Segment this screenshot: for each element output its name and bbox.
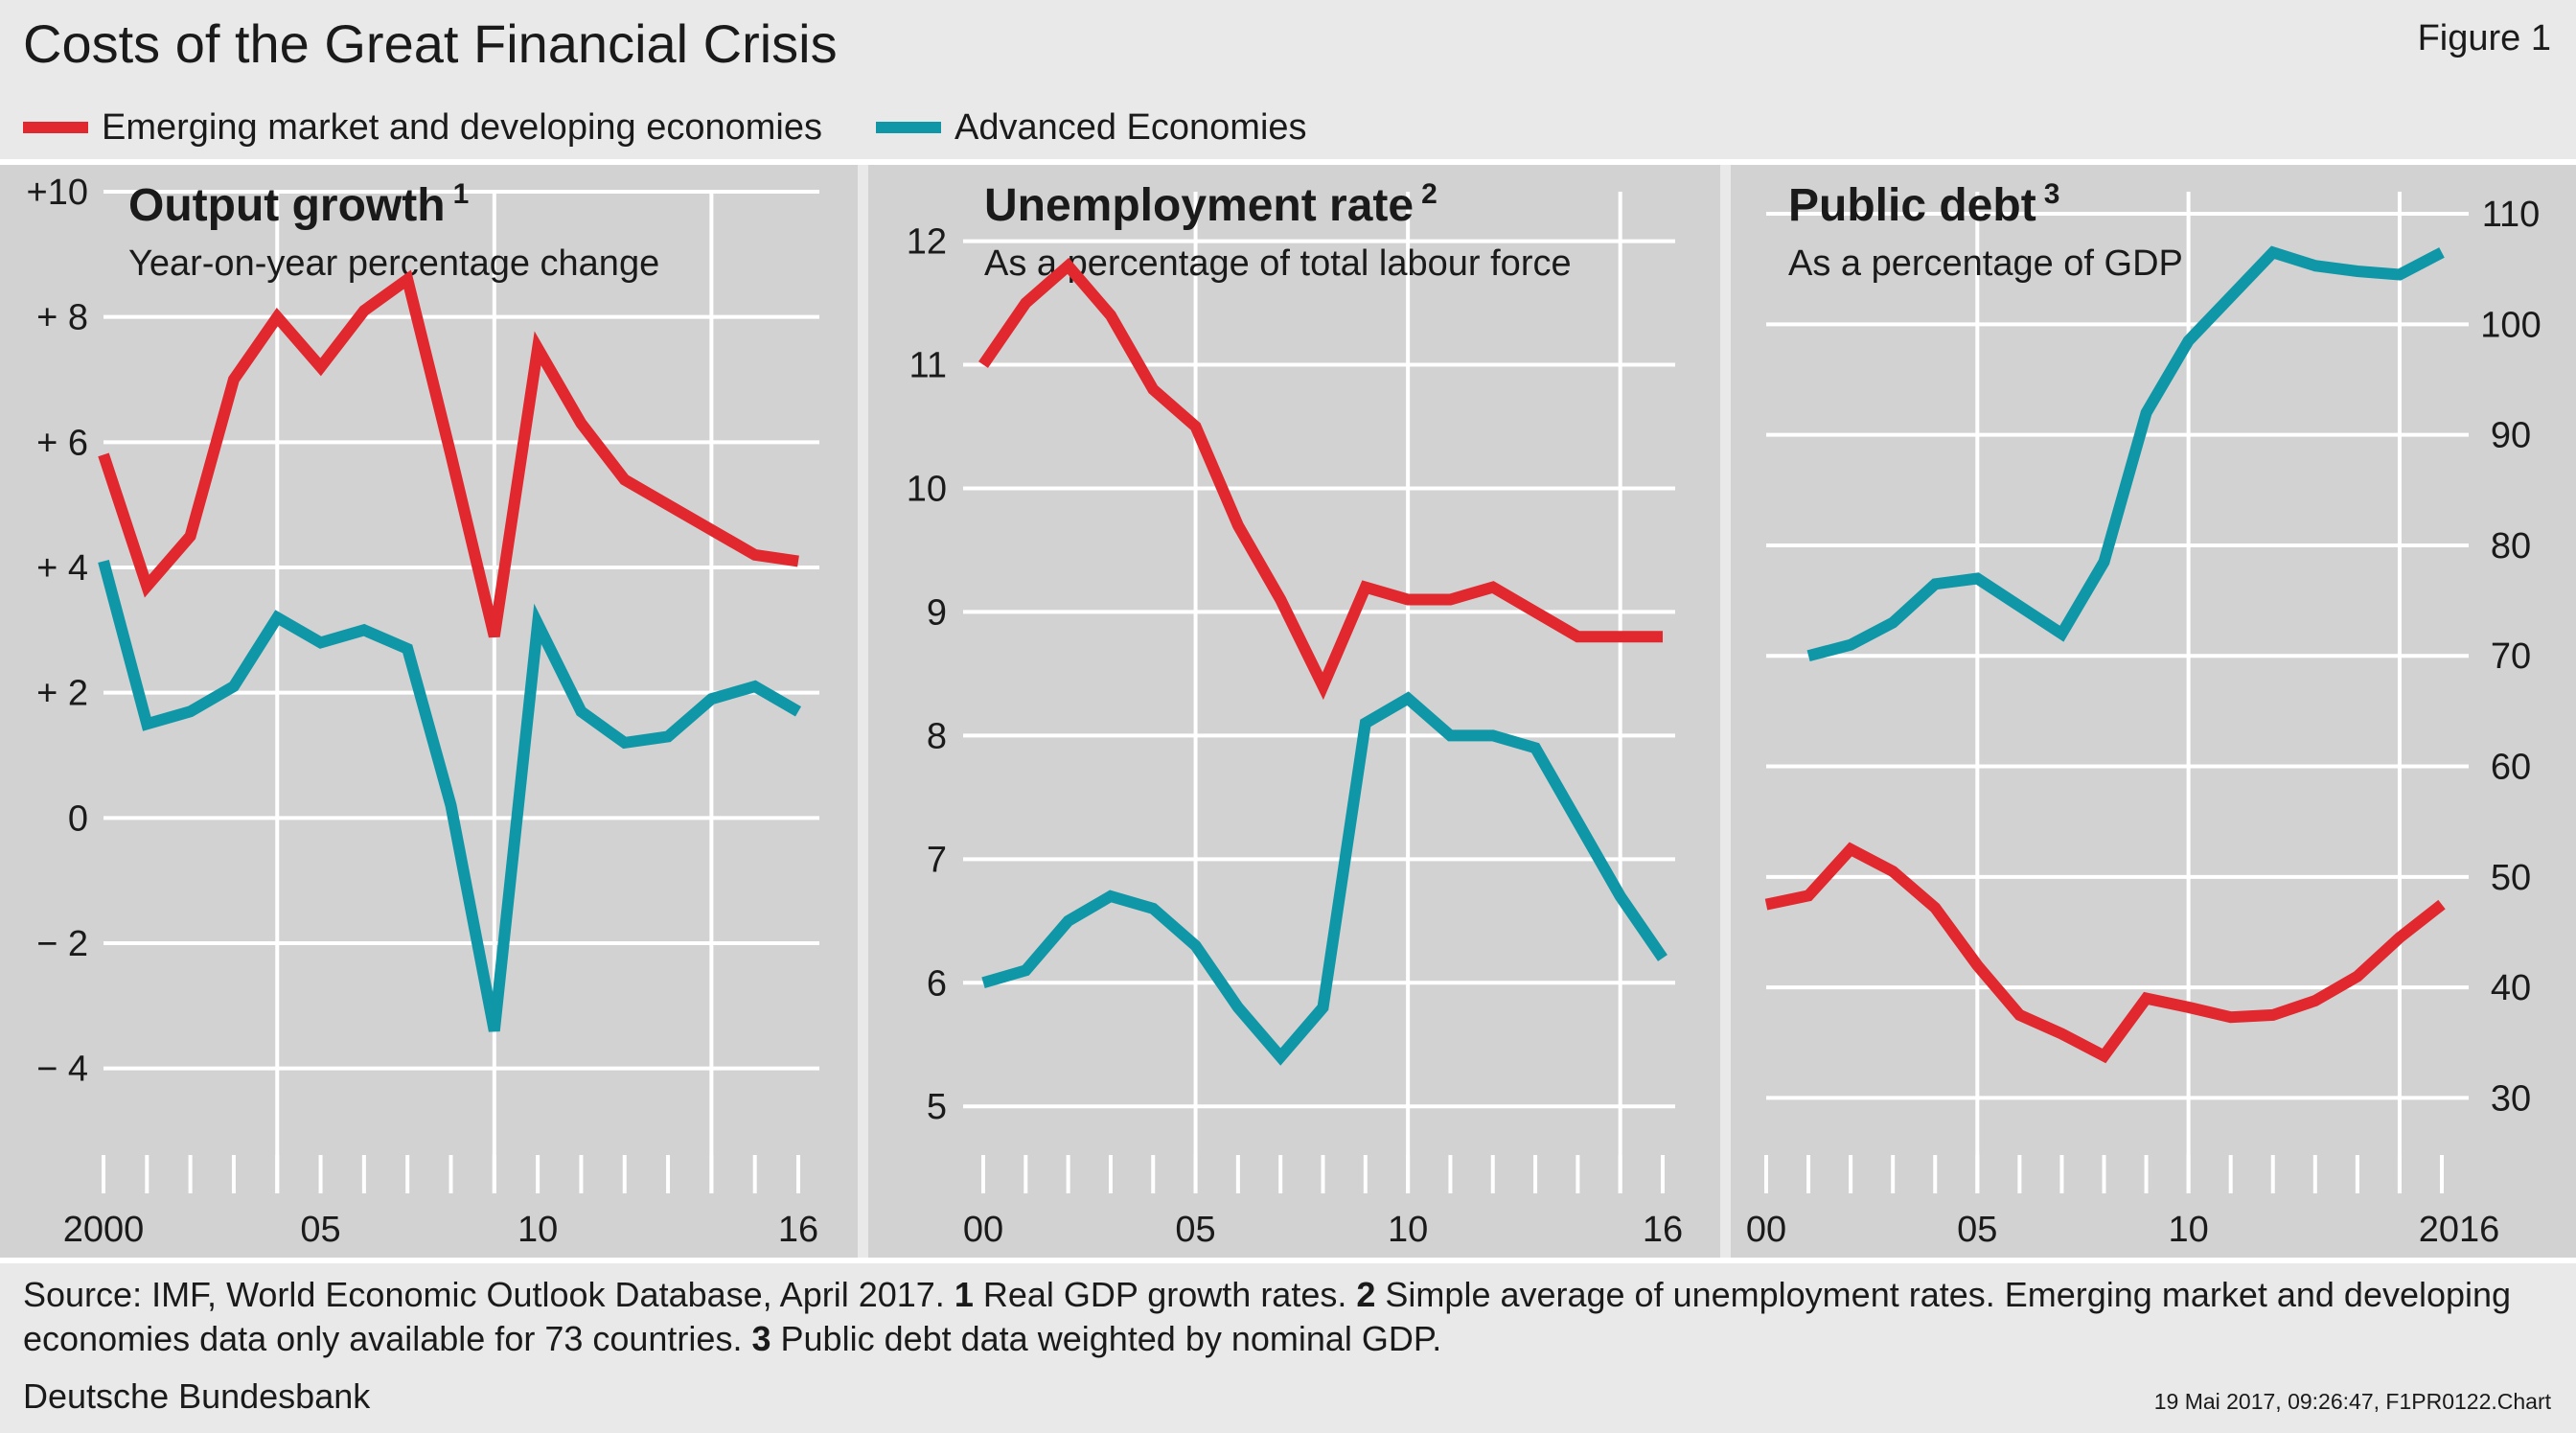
x-tick-label: 16 [1643,1210,1683,1250]
panel-background [1731,165,2576,1258]
chart-panel-1: +10 + 8 + 6 + 4 + 2 0 − 2 − 4 2000 05 10 16 Output g… [0,165,858,1258]
legend-label-emerging: Emerging market and developing economies [102,106,822,148]
x-tick-label: 05 [1175,1210,1215,1250]
y-tick-label: 90 [2491,416,2531,456]
x-tick-label: 2000 [63,1210,145,1250]
y-tick-label: 12 [907,222,947,263]
legend-swatch-advanced [875,122,941,133]
footnote-3-text: Public debt data weighted by nominal GDP… [780,1319,1442,1358]
panel-title: Public debt 3 [1788,178,2059,231]
header-separator [0,159,2576,165]
y-tick-label: + 2 [36,674,88,714]
y-tick-label: 50 [2491,858,2531,898]
series-line-emerging [978,257,1663,701]
series-line-advanced [981,691,1668,1066]
y-tick-label: 80 [2491,526,2531,566]
footnote-1-number: 1 [954,1275,974,1314]
series-line-emerging [1764,842,2446,1064]
x-tick-label: 10 [2168,1210,2208,1250]
panel-title-footnote: 2 [1421,178,1438,210]
panel-title: Unemployment rate 2 [984,178,1438,231]
y-tick-label: 40 [2491,968,2531,1008]
footnote-2-number: 2 [1356,1275,1376,1314]
x-tick-label: 10 [518,1210,558,1250]
source-text: Source: IMF, World Economic Outlook Data… [23,1275,945,1314]
figure-label: Figure 1 [2417,18,2551,58]
y-tick-label: 10 [907,469,947,509]
timestamp: 19 Mai 2017, 09:26:47, F1PR0122.Chart [2153,1389,2551,1414]
y-tick-label: 7 [927,840,947,880]
footer-separator [0,1258,2576,1263]
y-tick-label: 0 [68,798,88,839]
panel-subtitle: As a percentage of GDP [1788,243,2183,284]
y-tick-label: 5 [927,1087,947,1127]
y-tick-label: 6 [927,963,947,1004]
footnote-3-number: 3 [751,1319,771,1358]
y-tick-label: 100 [2480,305,2541,345]
figure-title: Costs of the Great Financial Crisis [23,13,838,74]
series-line-advanced [1806,245,2445,662]
x-tick-label: 16 [778,1210,818,1250]
source-note: Source: IMF, World Economic Outlook Data… [23,1273,2553,1361]
legend: Emerging market and developing economies… [23,104,1307,151]
y-tick-label: + 4 [36,548,88,589]
panel-title: Output growth 1 [128,178,469,231]
x-tick-label: 05 [300,1210,340,1250]
y-tick-label: 110 [2482,195,2541,235]
y-tick-label: 11 [909,346,947,386]
y-tick-label: − 2 [36,924,88,964]
panel-title-footnote: 3 [2044,178,2060,210]
x-tick-label: 00 [1746,1210,1786,1250]
panel-title-footnote: 1 [453,178,470,210]
x-tick-label: 2016 [2419,1210,2500,1250]
y-tick-label: 8 [927,716,947,756]
footnote-2-text: Simple average of unemployment rates. Em… [23,1275,2512,1358]
legend-label-advanced: Advanced Economies [954,106,1307,148]
y-tick-label: +10 [27,173,88,213]
legend-entry-advanced: Advanced Economies [875,106,1307,149]
panel-subtitle: Year-on-year percentage change [128,243,659,284]
legend-swatch-emerging [23,122,88,133]
panel-background [868,165,1720,1258]
x-tick-label: 10 [1388,1210,1428,1250]
chart-panel-3: 110 100 90 80 70 60 50 40 30 00 05 10 2016 Public deb… [1731,165,2576,1258]
y-tick-label: 9 [927,592,947,633]
x-tick-label: 05 [1957,1210,1997,1250]
y-tick-label: 70 [2491,636,2531,677]
series-line-advanced [98,559,802,1032]
publisher: Deutsche Bundesbank [23,1376,371,1416]
series-line-emerging [98,269,799,638]
x-tick-label: 00 [963,1210,1003,1250]
footnote-1-text: Real GDP growth rates. [982,1275,1347,1314]
y-tick-label: + 6 [36,423,88,463]
y-tick-label: 60 [2491,748,2531,788]
legend-entry-emerging: Emerging market and developing economies [23,107,822,149]
y-tick-label: − 4 [36,1050,88,1090]
y-tick-label: 30 [2491,1078,2531,1119]
y-tick-label: + 8 [36,298,88,338]
